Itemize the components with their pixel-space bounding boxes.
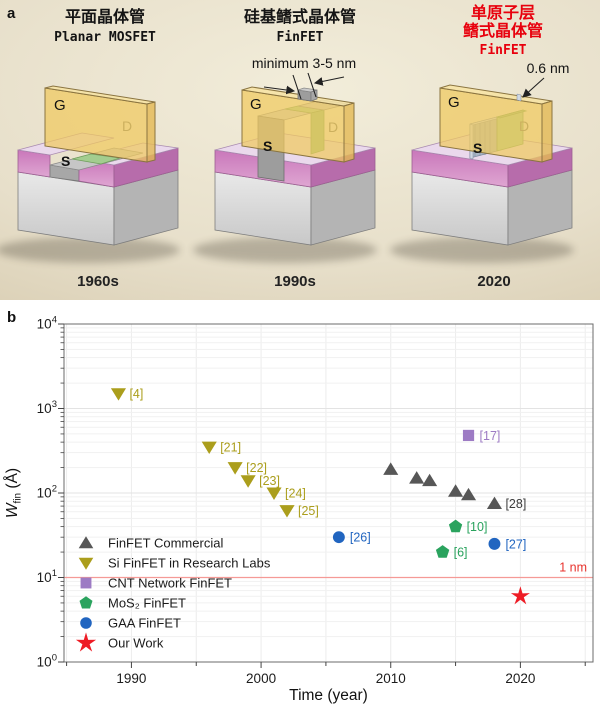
device3-source-label: S: [473, 140, 482, 156]
y-tick-label: 102: [37, 484, 57, 501]
device1-gate-label: G: [54, 97, 66, 114]
y-tick-label: 104: [37, 315, 57, 332]
reference-line-label: 1 nm: [559, 561, 587, 575]
legend-label: Our Work: [108, 636, 164, 651]
y-axis-title: Wfin (Å): [4, 468, 24, 518]
device2-title-en: FinFET: [277, 30, 324, 45]
point-label: [17]: [480, 429, 501, 443]
dimension-arrow: [263, 85, 296, 95]
transistor-evolution-diagram: 平面晶体管 Planar MOSFET 硅基鳍式晶体管 FinFET 单原子层 …: [0, 3, 574, 290]
point-label: [10]: [467, 520, 488, 534]
data-point-triangle-up: [486, 496, 502, 509]
panel-a-label: a: [7, 5, 16, 22]
fin-width-scatter-chart: 1990 2000 2010 2020 100 101 102 103 104 Time (yea…: [4, 315, 594, 704]
device1-title-en: Planar MOSFET: [54, 30, 156, 45]
legend-marker-circle: [80, 617, 92, 629]
device3-era: 2020: [477, 273, 510, 290]
data-point-circle: [332, 531, 345, 544]
data-point-square: [462, 429, 475, 442]
x-tick-label: 2020: [505, 671, 535, 686]
data-point-triangle-up: [409, 471, 425, 484]
device2-annotation: minimum 3-5 nm: [252, 55, 356, 71]
device2-shadow: [193, 237, 377, 263]
legend-label: Si FinFET in Research Labs: [108, 556, 271, 571]
y-tick-label: 101: [37, 568, 57, 585]
y-tick-label: 100: [37, 653, 57, 670]
legend-label: FinFET Commercial: [108, 536, 223, 551]
data-point-circle: [488, 537, 501, 550]
legend-marker-star: [75, 632, 97, 652]
point-label: [23]: [259, 474, 280, 488]
data-point-triangle-down: [266, 487, 282, 500]
data-point-triangle-down: [110, 388, 126, 401]
data-point-triangle-up: [448, 484, 464, 497]
x-tick-label: 1990: [116, 671, 146, 686]
legend-marker-triangle-down: [78, 557, 94, 570]
point-label: [27]: [505, 537, 526, 551]
annotation-arrow: [522, 77, 545, 98]
point-label: [28]: [505, 497, 526, 511]
data-point-triangle-up: [422, 473, 438, 487]
device1-title-cn: 平面晶体管: [65, 7, 145, 26]
legend-label: GAA FinFET: [108, 616, 181, 631]
point-label: [21]: [220, 441, 241, 455]
point-label: [26]: [350, 531, 371, 545]
device2-source-label: S: [263, 138, 272, 154]
legend-marker-triangle-up: [78, 536, 94, 549]
dimension-tick: [307, 72, 317, 98]
x-tick-label: 2000: [246, 671, 276, 686]
panel-b: b 1990 2000 2010 2020 100 101 102 103 104 Time (y…: [0, 300, 600, 708]
device1-era: 1960s: [77, 273, 119, 290]
panel-b-label: b: [7, 309, 17, 326]
device1-shadow: [0, 237, 180, 263]
planar-mosfet-illustration: D G S 1960s: [0, 85, 180, 290]
device3-title-en: FinFET: [480, 43, 527, 58]
device2-era: 1990s: [274, 273, 316, 290]
legend-marker-pentagon: [79, 596, 93, 609]
finfet-illustration: D minimum 3-5 nm G S 1990s: [193, 55, 377, 290]
device3-title-cn-1: 单原子层: [471, 3, 535, 22]
dimension-arrow: [313, 76, 345, 86]
device3-title-cn-2: 鳍式晶体管: [463, 21, 543, 40]
data-point-triangle-down: [279, 505, 295, 518]
legend-label: MoS₂ FinFET: [108, 596, 186, 611]
device3-gate-label: G: [448, 94, 460, 111]
point-label: [25]: [298, 504, 319, 518]
legend-label: CNT Network FinFET: [108, 576, 232, 591]
device2-gate-label: G: [250, 96, 262, 113]
atomic-finfet-illustration: D 0.6 nm G S 2020: [390, 60, 574, 290]
legend-marker-square: [80, 577, 92, 589]
device3-shadow: [390, 237, 574, 263]
x-axis-title: Time (year): [289, 687, 368, 704]
point-label: [24]: [285, 487, 306, 501]
dimension-tick: [292, 74, 302, 100]
device3-annotation: 0.6 nm: [527, 60, 570, 76]
data-point-triangle-up: [461, 487, 477, 501]
data-point-pentagon: [435, 545, 450, 558]
point-label: [22]: [246, 461, 267, 475]
data-point-pentagon: [448, 519, 463, 533]
point-label: [4]: [129, 387, 143, 401]
data-point-star: [510, 586, 530, 605]
data-point-triangle-down: [227, 462, 243, 475]
data-point-triangle-down: [240, 475, 256, 488]
data-point-triangle-down: [201, 441, 217, 454]
device1-source-label: S: [61, 153, 70, 169]
data-point-triangle-up: [383, 462, 399, 475]
device3-sheet-tip: [516, 93, 522, 102]
y-tick-label: 103: [37, 399, 57, 416]
point-label: [6]: [454, 546, 468, 560]
x-tick-label: 2010: [376, 671, 406, 686]
panel-a: a 平面晶体管 Planar MOSFET 硅基鳍式晶体管 FinFET 单原子…: [0, 0, 600, 300]
device2-title-cn: 硅基鳍式晶体管: [244, 7, 356, 26]
